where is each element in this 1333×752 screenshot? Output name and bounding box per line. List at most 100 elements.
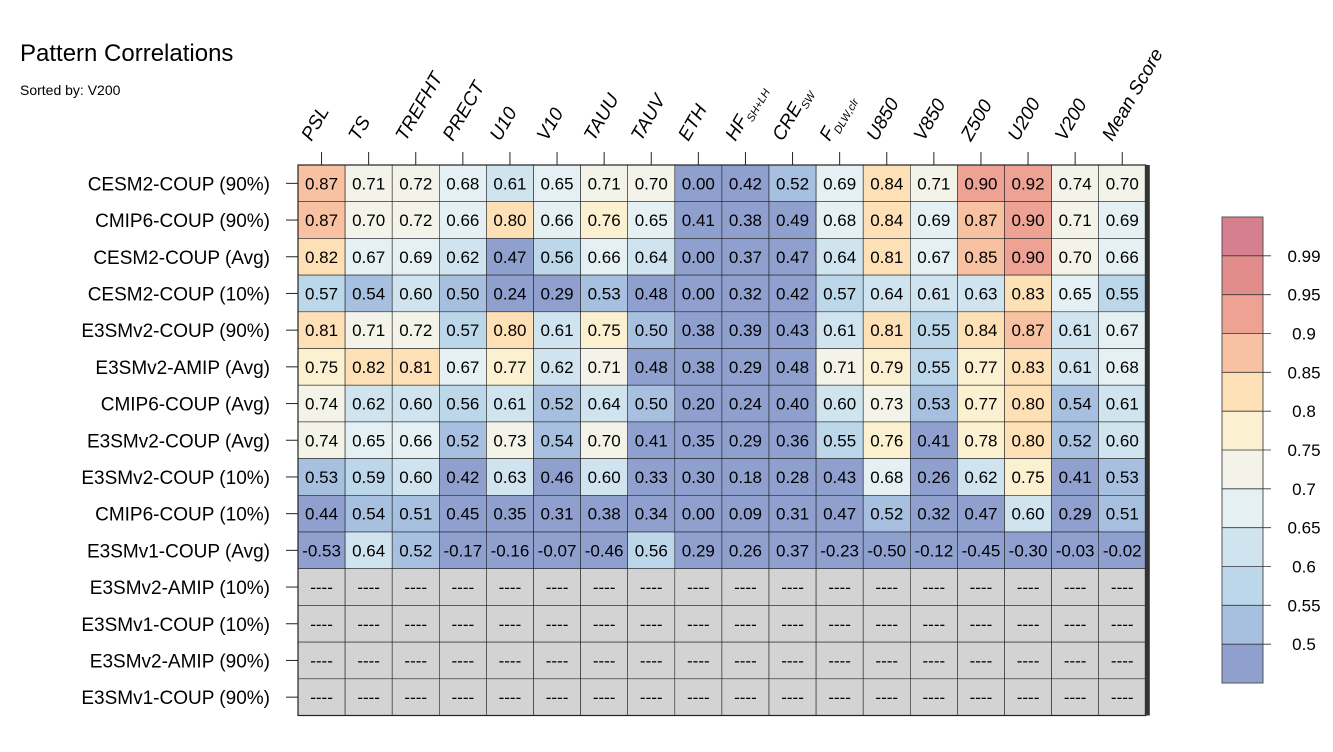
cell-value-label: 0.72 [399,174,432,193]
cell-value-label: 0.61 [1059,321,1092,340]
heatmap-cell [957,238,1005,276]
heatmap-cell [721,494,770,533]
heatmap-cell [391,458,440,496]
cell-value-label: ---- [734,615,757,634]
cell-value-label: 0.60 [1012,505,1045,524]
cell-value-label: ---- [452,688,475,707]
cell-value-label: 0.63 [493,468,526,487]
cell-value-label: ---- [404,651,427,670]
cell-value-label: 0.57 [446,321,479,340]
colorbar-tick-label: 0.7 [1292,480,1316,499]
heatmap-cell [862,274,911,313]
cell-value-label: 0.00 [682,174,715,193]
heatmap-cell [909,348,958,386]
heatmap-cell [815,568,864,606]
cell-value-label: 0.66 [588,248,621,267]
cell-value-label: ---- [593,578,616,597]
cell-value-label: 0.66 [399,431,432,450]
cell-value-label: 0.90 [1012,211,1045,230]
row-label: CMIP6-COUP (Avg) [101,395,270,416]
heatmap-cell [344,568,393,606]
colorbar-segment [1222,450,1263,489]
cell-value-label: -0.17 [443,541,482,560]
cell-value-label: 0.42 [729,174,762,193]
cell-value-label: 0.74 [305,395,338,414]
cell-value-label: ---- [310,578,333,597]
column-label: ETH [674,101,711,145]
heatmap-cell [674,348,723,386]
cell-value-label: 0.53 [917,395,950,414]
heatmap-cell [297,641,346,680]
heatmap-cell [1051,164,1099,203]
heatmap-cell [957,605,1005,643]
cell-value-label: ---- [593,651,616,670]
heatmap-cell [1051,531,1099,570]
column-label: Z500 [957,96,998,145]
column-label-main: V850 [910,95,951,144]
cell-value-label: 0.68 [1106,358,1139,377]
column-label-main: V200 [1051,95,1092,144]
cell-value-label: 0.62 [964,468,997,487]
cell-value-label: 0.72 [399,321,432,340]
cell-value-label: ---- [593,688,616,707]
heatmap-cell [862,311,911,349]
heatmap-cell [957,164,1005,203]
heatmap-cell [344,641,393,680]
cell-value-label: 0.60 [399,284,432,303]
cell-value-label: ---- [640,615,663,634]
cell-value-label: 0.36 [776,431,809,450]
cell-value-label: 0.00 [682,248,715,267]
cell-value-label: 0.87 [305,211,338,230]
cell-value-label: ---- [734,578,757,597]
cell-value-label: 0.43 [776,321,809,340]
cell-value-label: 0.48 [635,358,668,377]
column-label-main: V10 [533,104,568,144]
cell-value-label: 0.51 [399,505,432,524]
heatmap-cell [627,384,676,423]
cell-value-label: 0.71 [352,174,385,193]
cell-value-label: 0.41 [917,431,950,450]
cell-value-label: 0.00 [682,284,715,303]
cell-value-label: 0.69 [399,248,432,267]
cell-value-label: 0.78 [964,431,997,450]
cell-value-label: 0.45 [446,505,479,524]
cell-value-label: ---- [452,578,475,597]
heatmap-cell [1004,458,1052,496]
heatmap-cell [391,531,440,570]
cell-value-label: 0.50 [446,284,479,303]
heatmap-cell [533,384,581,423]
heatmap-cell [674,641,723,680]
cell-value-label: ---- [1111,651,1134,670]
cell-value-label: 0.53 [305,468,338,487]
cell-value-label: 0.37 [776,541,809,560]
column-label: U200 [1004,94,1045,144]
cell-value-label: 0.71 [1059,211,1092,230]
cell-value-label: 0.52 [446,431,479,450]
heatmap-cell [1004,274,1052,313]
cell-value-label: 0.71 [917,174,950,193]
column-label-main: PSL [298,103,334,145]
heatmap-cell [862,568,911,606]
cell-value-label: -0.46 [585,541,624,560]
cell-value-label: ---- [546,688,569,707]
cell-value-label: ---- [875,578,898,597]
heatmap-cell [533,568,581,606]
heatmap-cell [721,678,770,716]
heatmap-cell [862,384,911,423]
cell-value-label: 0.61 [493,395,526,414]
cell-value-label: ---- [970,688,993,707]
heatmap-cell [1004,421,1052,459]
cell-value-label: 0.41 [635,431,668,450]
column-label: TAUV [627,89,671,144]
cell-value-label: 0.24 [493,284,526,303]
heatmap-right-edge [1144,165,1150,716]
heatmap-cell [1004,164,1052,203]
heatmap-cell [438,274,487,313]
heatmap-cell [438,605,487,643]
colorbar-segment [1222,372,1263,412]
heatmap-cell [815,238,864,276]
heatmap-cell [627,311,676,349]
column-label: PSL [298,103,334,145]
cell-value-label: -0.03 [1056,541,1095,560]
